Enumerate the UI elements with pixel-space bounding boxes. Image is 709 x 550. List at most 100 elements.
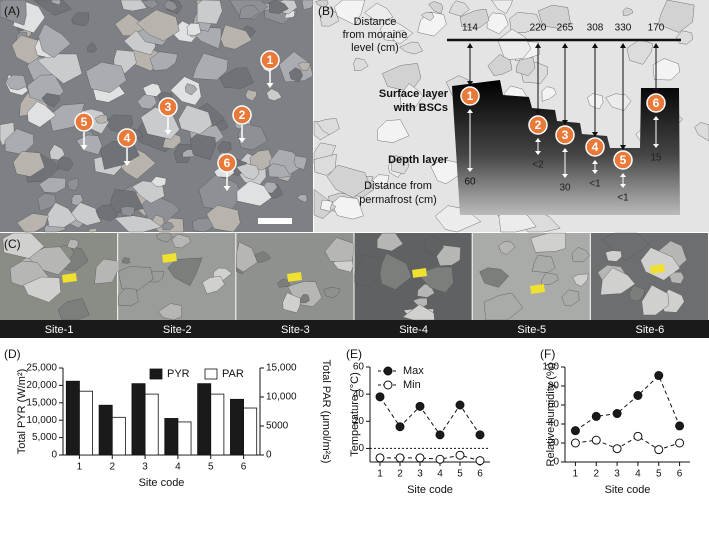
rock bbox=[487, 54, 513, 76]
surface-label: with BSCs bbox=[393, 102, 448, 114]
rock bbox=[37, 193, 57, 212]
rock bbox=[49, 144, 65, 161]
y-tick-label: 25,000 bbox=[26, 363, 57, 374]
bottom-distance: 60 bbox=[464, 177, 476, 188]
x-tick-label: 1 bbox=[573, 469, 579, 480]
x-tick-label: 6 bbox=[477, 469, 483, 480]
arrow-head bbox=[562, 174, 568, 178]
rock bbox=[531, 255, 556, 273]
arrow-head bbox=[467, 81, 473, 86]
site-number: 4 bbox=[124, 131, 131, 145]
arrow-head bbox=[238, 138, 246, 143]
rock bbox=[94, 258, 118, 285]
series-line bbox=[379, 396, 481, 436]
site-tag bbox=[287, 272, 302, 282]
rock bbox=[236, 241, 258, 273]
top-distance: 265 bbox=[557, 23, 574, 34]
arrow-head bbox=[592, 170, 598, 174]
rock bbox=[377, 119, 410, 143]
bar bbox=[243, 407, 258, 456]
arrow-head bbox=[535, 138, 541, 142]
point bbox=[612, 409, 622, 419]
site-tag bbox=[650, 264, 665, 274]
rock bbox=[316, 118, 340, 136]
top-label: Distance bbox=[354, 16, 397, 28]
rock bbox=[658, 0, 695, 33]
x-tick-label: 4 bbox=[175, 462, 181, 473]
site-number: 6 bbox=[653, 96, 660, 110]
y-axis-label: Total PYR (W/m²) bbox=[16, 369, 28, 455]
rock bbox=[694, 122, 709, 142]
site-number: 1 bbox=[267, 53, 274, 67]
point bbox=[591, 411, 601, 421]
y-tick-label: 80 bbox=[548, 381, 560, 392]
x-tick-label: 4 bbox=[635, 469, 641, 480]
point bbox=[455, 450, 465, 460]
site-label: Site-3 bbox=[281, 324, 310, 336]
x-tick-label: 1 bbox=[377, 469, 383, 480]
rock bbox=[156, 232, 173, 243]
site-label: Site-5 bbox=[517, 324, 546, 336]
rock bbox=[66, 177, 79, 191]
rock bbox=[353, 57, 369, 72]
rock bbox=[71, 194, 84, 206]
surface-label: Surface layer bbox=[379, 88, 449, 100]
rock bbox=[540, 272, 559, 285]
site-number: 3 bbox=[165, 100, 172, 114]
rock bbox=[249, 149, 275, 171]
rock bbox=[448, 0, 470, 17]
site-tag bbox=[412, 268, 427, 278]
rock bbox=[12, 151, 45, 177]
rock bbox=[289, 67, 303, 83]
rock bbox=[479, 267, 509, 288]
rock bbox=[95, 204, 119, 222]
arrow-head bbox=[467, 43, 473, 48]
rock bbox=[171, 233, 192, 249]
point bbox=[415, 401, 425, 411]
y-tick-label: 20 bbox=[353, 416, 365, 427]
rock bbox=[326, 164, 371, 198]
rock bbox=[46, 202, 77, 228]
rock bbox=[498, 211, 537, 233]
rock bbox=[423, 234, 444, 257]
arrow-head bbox=[535, 151, 541, 155]
rock bbox=[239, 4, 260, 20]
rock bbox=[605, 250, 622, 262]
rock bbox=[293, 155, 308, 170]
rock bbox=[219, 67, 254, 89]
site-number: 2 bbox=[535, 118, 542, 132]
x-tick-label: 1 bbox=[77, 462, 83, 473]
site-label-bar bbox=[0, 320, 709, 338]
point bbox=[435, 454, 445, 464]
x-tick-label: 3 bbox=[614, 469, 620, 480]
point bbox=[675, 438, 685, 448]
rock bbox=[236, 180, 272, 207]
rock bbox=[266, 88, 282, 101]
panel-label: (E) bbox=[346, 347, 362, 361]
site-marker bbox=[117, 128, 137, 148]
arrow-head bbox=[620, 184, 626, 188]
point bbox=[475, 456, 485, 466]
y-tick-label: 0 bbox=[553, 457, 559, 468]
panel-label: (D) bbox=[4, 347, 21, 361]
x-tick-label: 6 bbox=[241, 462, 247, 473]
rock bbox=[41, 93, 60, 108]
site-marker bbox=[158, 97, 178, 117]
x-tick-label: 3 bbox=[417, 469, 423, 480]
rock bbox=[167, 257, 203, 286]
bar bbox=[131, 383, 146, 456]
rock bbox=[76, 134, 103, 155]
point bbox=[570, 438, 580, 448]
site-marker bbox=[555, 125, 575, 145]
panel-label: (B) bbox=[318, 4, 334, 18]
y2-axis-label: Total PAR (μmol/m²s) bbox=[320, 360, 332, 464]
rock bbox=[392, 30, 408, 45]
site-label: Site-6 bbox=[636, 324, 665, 336]
rock bbox=[267, 163, 292, 178]
x-axis-label: Site code bbox=[605, 484, 651, 496]
y-tick-label: 15,000 bbox=[26, 397, 57, 408]
rock bbox=[87, 42, 98, 53]
y2-tick-label: 15,000 bbox=[266, 363, 297, 374]
point bbox=[591, 435, 601, 445]
